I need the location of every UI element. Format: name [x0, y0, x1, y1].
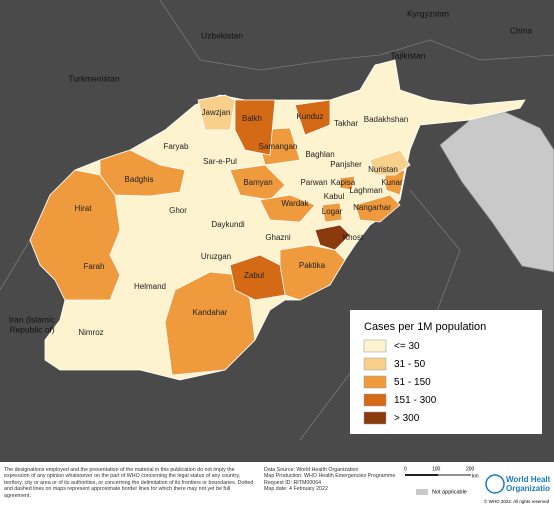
not-applicable-swatch — [416, 489, 428, 495]
country-label: China — [510, 25, 532, 35]
legend-swatch — [363, 375, 387, 389]
province-label: Faryab — [164, 142, 189, 151]
province — [99, 149, 186, 197]
scale-label: 200 — [466, 466, 475, 472]
province — [321, 202, 343, 223]
legend-label: 31 - 50 — [394, 359, 426, 370]
province-label: Balkh — [242, 114, 262, 123]
legend-swatch — [363, 339, 387, 353]
province-label: Takhar — [334, 119, 358, 128]
province — [164, 271, 256, 376]
scale-and-legend: 0 100 200 km Not applicable World Health… — [404, 466, 550, 504]
border — [159, 0, 554, 71]
source-line: Map date: 4 February 2022 — [264, 486, 328, 493]
province-label: Ghor — [169, 206, 187, 215]
province — [197, 94, 236, 131]
source-line: Map Production: WHO Health Emergencies P… — [264, 473, 396, 480]
province-label: Samangan — [259, 142, 298, 151]
source: Data Source: World Health Organization M… — [264, 467, 404, 493]
province — [339, 175, 356, 191]
province-label: Kandahar — [193, 308, 228, 317]
scale-bar — [438, 474, 471, 476]
border — [0, 239, 31, 291]
province-label: Zabul — [244, 271, 264, 280]
province-label: Kunar — [381, 178, 403, 187]
legend-swatch — [363, 393, 387, 407]
province-label: Logar — [322, 207, 343, 216]
province — [369, 149, 411, 176]
province-label: Nuristan — [368, 165, 398, 174]
province-label: Kabul — [324, 192, 345, 201]
country-label: Republic of) — [9, 324, 55, 334]
country-label: Kyrgyzstan — [407, 8, 449, 18]
province-labels: Jawzjan Balkh Kunduz Takhar Badakhshan Faryab… — [75, 108, 409, 337]
country-label: Tajikistan — [391, 50, 426, 60]
province-label: Ghazni — [265, 233, 291, 242]
legend-swatch — [363, 411, 387, 425]
legend-label: 51 - 150 — [394, 377, 431, 388]
province-label: Panjsher — [330, 160, 362, 169]
province — [29, 169, 121, 301]
province-label: Hirat — [75, 204, 93, 213]
legend-items: <= 30 31 - 50 51 - 150 151 - 300 > 300 — [363, 339, 437, 425]
province-label: Daykundi — [211, 220, 245, 229]
legend-label: 151 - 300 — [394, 395, 437, 406]
province-label: Kunduz — [296, 112, 323, 121]
country-label: Uzbekistan — [201, 30, 243, 40]
legend-title: Cases per 1M population — [364, 321, 486, 333]
province — [314, 224, 351, 251]
province-label: Badghis — [125, 175, 154, 184]
province-label: Jawzjan — [202, 108, 231, 117]
province-label: Laghman — [349, 186, 382, 195]
province — [229, 254, 286, 301]
not-applicable-label: Not applicable — [432, 489, 467, 495]
scale-label: km — [472, 473, 479, 479]
who-logo — [485, 474, 505, 494]
scale-label: 100 — [432, 466, 441, 472]
scale-label: 0 — [404, 466, 407, 472]
province-label: Bamyan — [243, 178, 272, 187]
legend-label: <= 30 — [394, 341, 420, 352]
province-label: Baghlan — [305, 150, 334, 159]
province-label: Paktika — [299, 261, 326, 270]
country-labels: Uzbekistan Kyrgyzstan Tajikistan China T… — [9, 8, 533, 334]
province — [354, 194, 401, 223]
province — [229, 164, 286, 201]
map: Uzbekistan Kyrgyzstan Tajikistan China T… — [0, 0, 554, 462]
disclaimer: The designations employed and the presen… — [4, 467, 254, 499]
province-label: Nimroz — [78, 328, 103, 337]
logo-text: World Health — [506, 475, 550, 484]
logo-text: Organization — [506, 484, 550, 493]
province — [259, 194, 316, 223]
province-label: Uruzgan — [201, 252, 231, 261]
province-label: Badakhshan — [364, 115, 408, 124]
country-label: Turkmenistan — [68, 73, 119, 83]
province-label: Sar-e-Pul — [203, 157, 237, 166]
legend-label: > 300 — [394, 413, 420, 424]
province — [234, 99, 276, 156]
province-label: Farah — [84, 262, 105, 271]
province-label: Wardak — [281, 199, 309, 208]
province-label: Helmand — [134, 282, 166, 291]
legend-swatch — [363, 357, 387, 371]
province-label: Parwan — [300, 178, 327, 187]
source-line: Request ID: RITM00064 — [264, 479, 322, 486]
country — [29, 59, 526, 381]
source-line: Data Source: World Health Organization — [264, 467, 359, 473]
province-label: Khost — [343, 233, 364, 242]
copyright: © WHO 2022. All rights reserved — [484, 498, 550, 504]
country-label: Iran (Islamic — [9, 314, 56, 324]
province-label: Kapisa — [331, 178, 356, 187]
province — [294, 99, 331, 136]
province-label: Nangarhar — [353, 203, 391, 212]
